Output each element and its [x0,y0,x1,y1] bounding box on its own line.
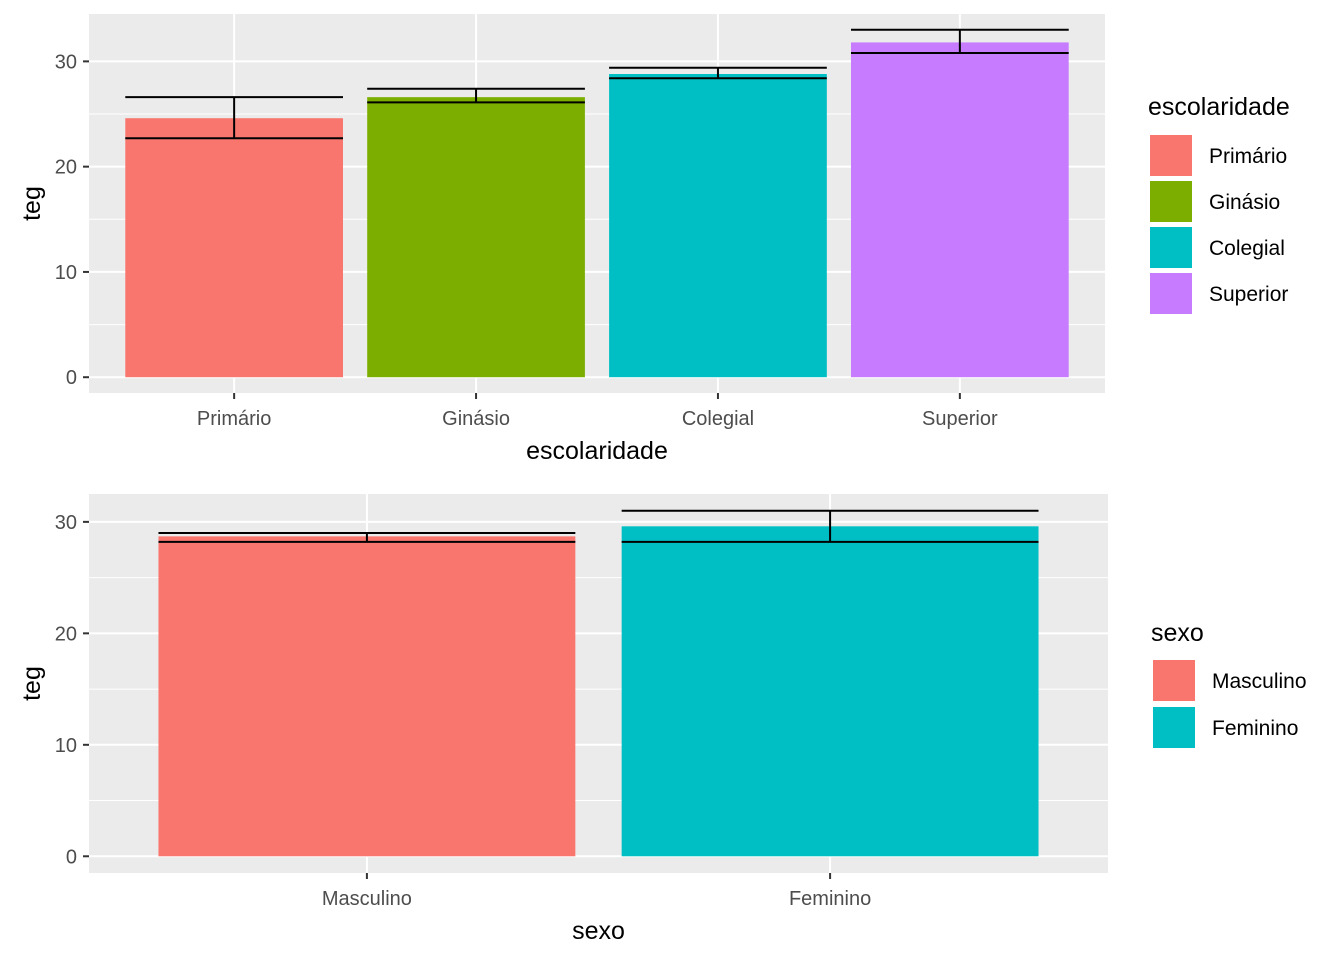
error-bar-2 [367,87,585,104]
bar-3 [609,74,827,378]
x-axis-title: sexo [572,917,625,945]
error-bar-1 [158,532,576,543]
legend-key-3 [1150,227,1192,268]
legend-key-2 [1153,707,1195,748]
legend: sexo Masculino Feminino [1151,619,1307,748]
legend-title: sexo [1151,619,1204,647]
chart-panel-2: 0 10 20 30 Masculino Feminino sexo teg sexo Mascu… [18,494,1307,945]
legend-title: escolaridade [1148,93,1290,121]
error-bar-3 [609,66,827,80]
y-tick-label: 0 [66,367,77,389]
error-bar-2 [621,509,1039,543]
error-bar-4 [851,28,1069,54]
legend-key-4 [1150,273,1192,314]
legend-label-2: Ginásio [1209,191,1280,214]
legend-key-1 [1153,660,1195,701]
error-bar-1 [125,96,343,140]
y-axis-title: teg [18,186,46,221]
y-tick-label: 0 [66,846,77,868]
legend-label-1: Masculino [1212,670,1307,693]
y-tick-label: 30 [55,512,77,534]
x-axis-title: escolaridade [526,437,668,465]
legend-label-4: Superior [1209,283,1288,306]
x-tick-label: Ginásio [442,408,510,430]
legend-key-1 [1150,135,1192,176]
legend-label-2: Feminino [1212,717,1298,740]
bar-1 [158,536,576,857]
legend-label-3: Colegial [1209,237,1285,260]
legend: escolaridade Primário Ginásio Colegial Super… [1148,93,1290,314]
x-tick-label: Colegial [682,408,754,430]
y-axis-title: teg [18,666,46,701]
y-tick-label: 10 [55,735,77,757]
bar-2 [367,97,585,378]
x-tick-label: Masculino [322,888,412,910]
bar-4 [851,42,1069,378]
x-tick-label: Feminino [789,888,871,910]
y-tick-label: 20 [55,623,77,645]
y-tick-label: 30 [55,51,77,73]
bar-1 [125,118,344,378]
x-tick-label: Primário [197,408,271,430]
bar-2 [621,526,1039,857]
y-tick-label: 20 [55,157,77,179]
y-tick-label: 10 [55,262,77,284]
x-tick-label: Superior [922,408,998,430]
legend-label-1: Primário [1209,145,1287,168]
legend-key-2 [1150,181,1192,222]
